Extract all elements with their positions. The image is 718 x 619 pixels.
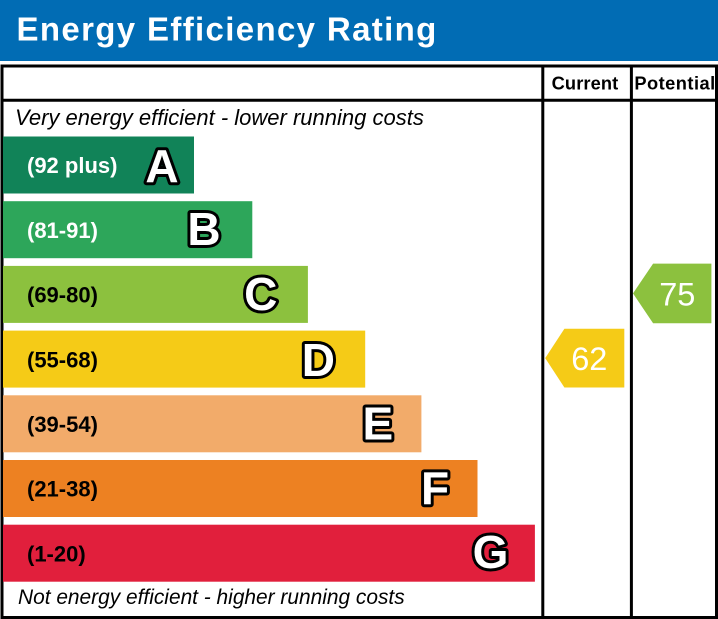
svg-text:(81-91): (81-91) bbox=[27, 218, 98, 243]
svg-text:E: E bbox=[363, 397, 394, 449]
svg-text:A: A bbox=[145, 140, 178, 192]
svg-text:C: C bbox=[244, 268, 277, 320]
svg-text:62: 62 bbox=[571, 341, 607, 377]
svg-text:Current: Current bbox=[552, 72, 619, 93]
svg-text:(39-54): (39-54) bbox=[27, 412, 98, 437]
svg-text:G: G bbox=[473, 526, 509, 578]
svg-text:(92 plus): (92 plus) bbox=[27, 153, 117, 178]
svg-text:(1-20): (1-20) bbox=[27, 541, 86, 566]
svg-text:Potential: Potential bbox=[634, 72, 715, 93]
svg-text:B: B bbox=[187, 203, 220, 255]
svg-text:D: D bbox=[302, 334, 335, 386]
svg-text:(21-38): (21-38) bbox=[27, 477, 98, 502]
svg-text:Very energy efficient - lower: Very energy efficient - lower running co… bbox=[15, 105, 424, 130]
svg-text:Energy Efficiency Rating: Energy Efficiency Rating bbox=[17, 11, 438, 48]
svg-text:75: 75 bbox=[659, 276, 695, 312]
svg-text:(55-68): (55-68) bbox=[27, 347, 98, 372]
svg-text:(69-80): (69-80) bbox=[27, 283, 98, 308]
svg-text:F: F bbox=[421, 462, 449, 514]
svg-text:Not energy efficient - higher: Not energy efficient - higher running co… bbox=[18, 586, 405, 609]
